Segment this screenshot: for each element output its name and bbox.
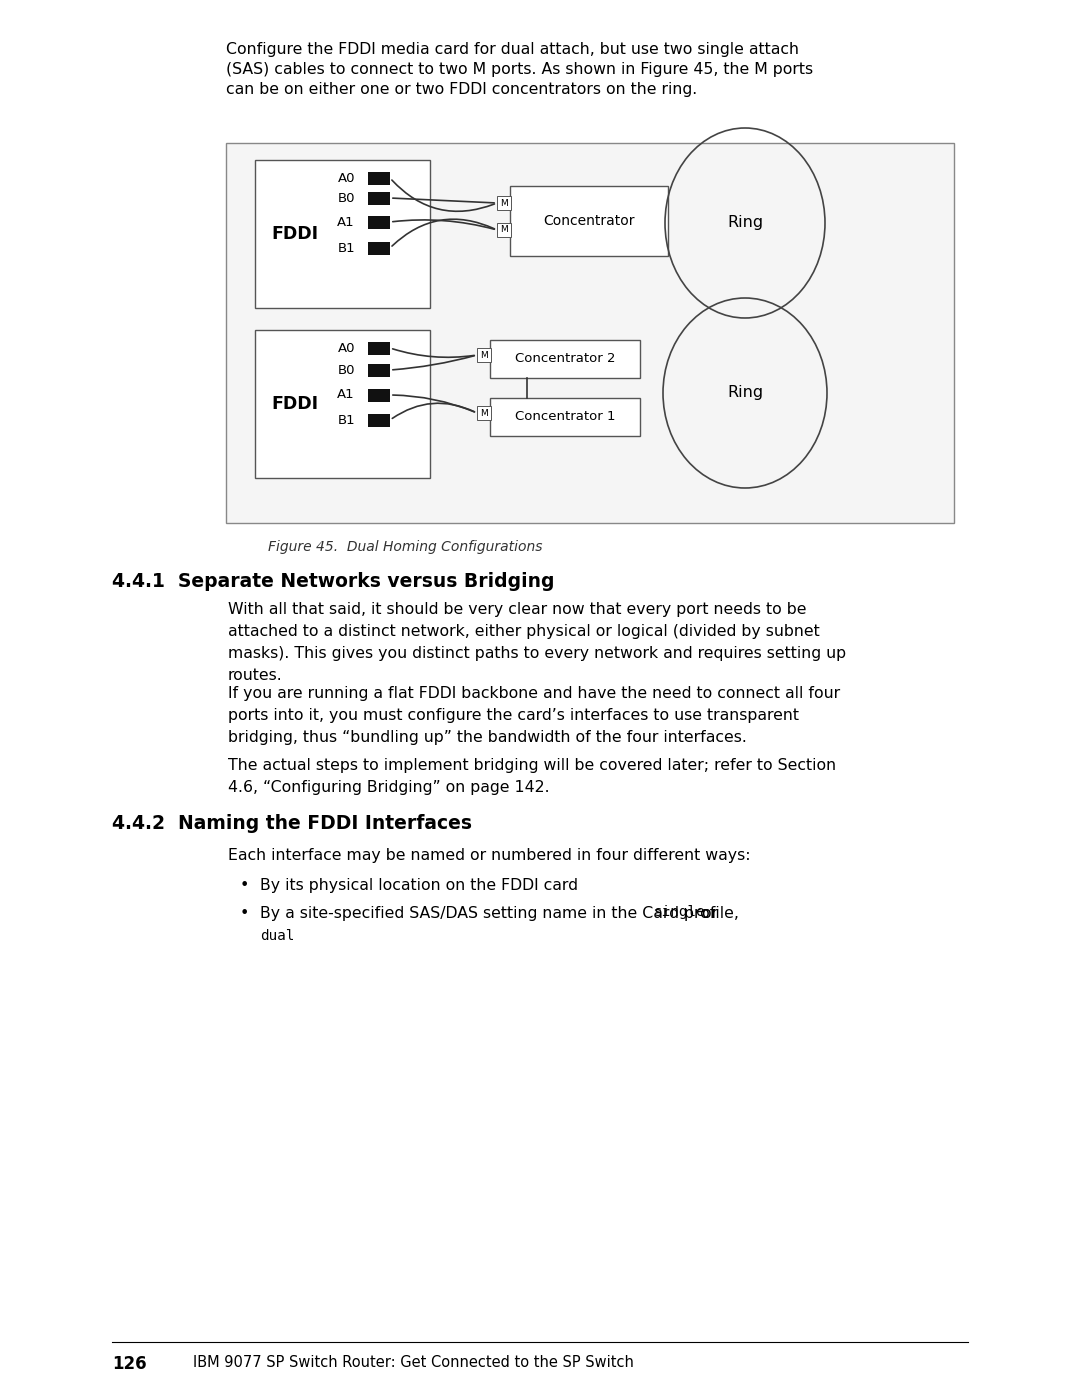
Text: The actual steps to implement bridging will be covered later; refer to Section
4: The actual steps to implement bridging w… bbox=[228, 759, 836, 795]
Bar bbox=[490, 398, 640, 436]
Text: A1: A1 bbox=[337, 215, 355, 229]
Text: Ring: Ring bbox=[727, 215, 764, 231]
Text: 4.4.2  Naming the FDDI Interfaces: 4.4.2 Naming the FDDI Interfaces bbox=[112, 814, 472, 833]
Text: Concentrator 2: Concentrator 2 bbox=[515, 352, 616, 366]
Bar bbox=[368, 388, 390, 402]
Text: B0: B0 bbox=[337, 191, 355, 204]
Text: By a site-specified SAS/DAS setting name in the Card profile,: By a site-specified SAS/DAS setting name… bbox=[260, 907, 744, 921]
Bar bbox=[510, 186, 669, 256]
Text: If you are running a flat FDDI backbone and have the need to connect all four
po: If you are running a flat FDDI backbone … bbox=[228, 686, 840, 745]
Text: or: or bbox=[697, 907, 718, 921]
Text: A1: A1 bbox=[337, 388, 355, 401]
Text: Concentrator 1: Concentrator 1 bbox=[515, 411, 616, 423]
Bar bbox=[368, 242, 390, 256]
Bar bbox=[368, 172, 390, 184]
Text: Figure 45.  Dual Homing Configurations: Figure 45. Dual Homing Configurations bbox=[268, 541, 542, 555]
Text: With all that said, it should be very clear now that every port needs to be
atta: With all that said, it should be very cl… bbox=[228, 602, 846, 683]
Text: FDDI: FDDI bbox=[271, 395, 319, 414]
Bar bbox=[477, 407, 491, 420]
Text: FDDI: FDDI bbox=[271, 225, 319, 243]
Bar bbox=[368, 217, 390, 229]
Text: can be on either one or two FDDI concentrators on the ring.: can be on either one or two FDDI concent… bbox=[226, 82, 698, 96]
Text: M: M bbox=[481, 351, 488, 359]
Text: Configure the FDDI media card for dual attach, but use two single attach: Configure the FDDI media card for dual a… bbox=[226, 42, 799, 57]
Bar bbox=[368, 191, 390, 205]
Bar bbox=[368, 342, 390, 355]
Bar bbox=[490, 339, 640, 379]
Bar bbox=[255, 161, 430, 307]
Text: A0: A0 bbox=[337, 341, 355, 355]
Text: •: • bbox=[240, 877, 249, 893]
Text: B1: B1 bbox=[337, 414, 355, 426]
Text: •: • bbox=[240, 907, 249, 921]
Text: Concentrator: Concentrator bbox=[543, 214, 635, 228]
Text: M: M bbox=[500, 198, 508, 208]
Text: B1: B1 bbox=[337, 242, 355, 254]
Text: Ring: Ring bbox=[727, 386, 764, 401]
Text: dual: dual bbox=[260, 929, 295, 943]
Bar bbox=[497, 196, 511, 210]
Text: M: M bbox=[500, 225, 508, 235]
Bar bbox=[226, 142, 954, 522]
Text: Each interface may be named or numbered in four different ways:: Each interface may be named or numbered … bbox=[228, 848, 751, 863]
Text: By its physical location on the FDDI card: By its physical location on the FDDI car… bbox=[260, 877, 578, 893]
Bar bbox=[368, 365, 390, 377]
Text: A0: A0 bbox=[337, 172, 355, 184]
Bar bbox=[477, 348, 491, 362]
Text: 126: 126 bbox=[112, 1355, 147, 1373]
Text: IBM 9077 SP Switch Router: Get Connected to the SP Switch: IBM 9077 SP Switch Router: Get Connected… bbox=[193, 1355, 634, 1370]
Text: (SAS) cables to connect to two M ports. As shown in Figure 45, the M ports: (SAS) cables to connect to two M ports. … bbox=[226, 61, 813, 77]
Text: B0: B0 bbox=[337, 363, 355, 377]
Bar bbox=[497, 224, 511, 237]
Bar bbox=[255, 330, 430, 478]
Text: M: M bbox=[481, 408, 488, 418]
Bar bbox=[368, 414, 390, 427]
Text: single: single bbox=[653, 905, 705, 919]
Text: 4.4.1  Separate Networks versus Bridging: 4.4.1 Separate Networks versus Bridging bbox=[112, 571, 554, 591]
